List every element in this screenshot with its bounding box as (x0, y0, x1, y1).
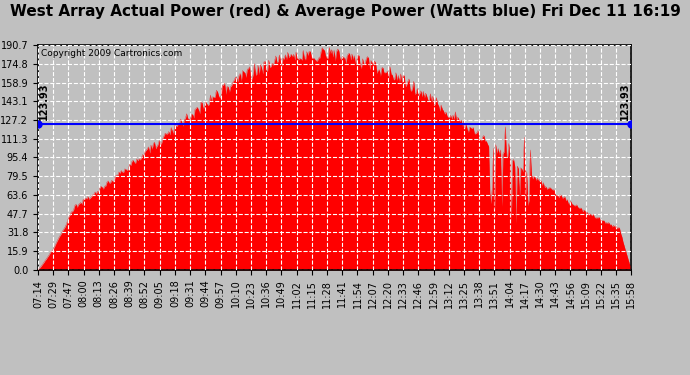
Text: West Array Actual Power (red) & Average Power (Watts blue) Fri Dec 11 16:19: West Array Actual Power (red) & Average … (10, 4, 680, 19)
Text: 123.93: 123.93 (39, 83, 49, 120)
Text: Copyright 2009 Cartronics.com: Copyright 2009 Cartronics.com (41, 50, 182, 58)
Text: 123.93: 123.93 (620, 83, 631, 120)
